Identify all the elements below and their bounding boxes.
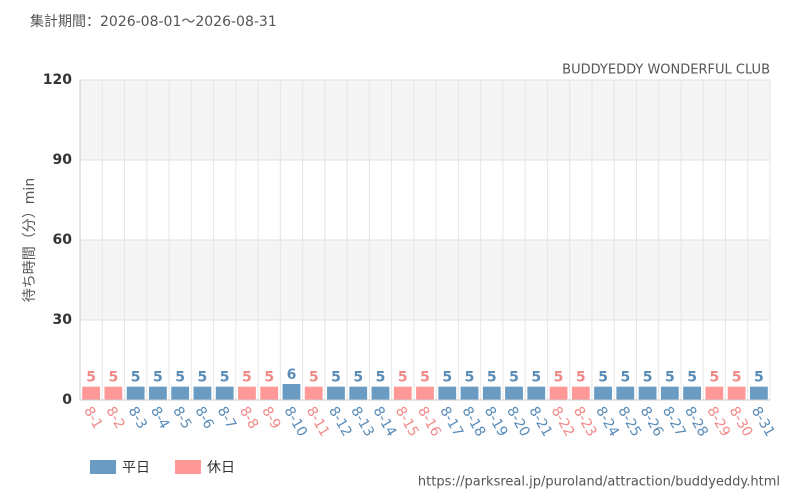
- bar: [327, 386, 345, 400]
- bar: [460, 386, 479, 400]
- data-label: 5: [754, 370, 764, 386]
- data-label: 5: [732, 370, 742, 386]
- plot-band: [80, 240, 770, 320]
- bar: [527, 386, 546, 400]
- data-label: 5: [709, 370, 719, 386]
- bar: [749, 386, 768, 400]
- source: https://parksreal.jp/puroland/attraction…: [418, 475, 780, 490]
- bar: [438, 386, 457, 400]
- data-label: 5: [598, 370, 608, 386]
- y-tick-label: 120: [43, 72, 72, 88]
- bar: [304, 386, 323, 400]
- data-label: 5: [331, 370, 341, 386]
- data-label: 5: [264, 370, 274, 386]
- bar: [505, 386, 523, 400]
- data-label: 5: [487, 370, 497, 386]
- data-label: 5: [531, 370, 541, 386]
- y-tick-label: 30: [53, 312, 73, 328]
- data-label: 5: [643, 370, 653, 386]
- x-tick-label: 8-2: [102, 404, 127, 432]
- legend-label: 休日: [207, 460, 235, 476]
- bar: [660, 386, 679, 400]
- bar: [282, 384, 301, 400]
- x-tick-label: 8-31: [748, 404, 778, 440]
- x-tick-label: 8-6: [191, 404, 216, 432]
- y-tick-label: 90: [53, 152, 73, 168]
- bar: [82, 386, 101, 400]
- data-label: 5: [376, 370, 386, 386]
- bar: [416, 386, 434, 400]
- x-tick-label: 8-4: [147, 404, 172, 432]
- bar: [349, 386, 368, 400]
- data-label: 5: [86, 370, 96, 386]
- bar: [705, 386, 724, 400]
- data-label: 5: [420, 370, 430, 386]
- bar: [393, 386, 412, 400]
- legend-swatch: [175, 460, 201, 474]
- data-label: 5: [509, 370, 519, 386]
- plot-band: [80, 80, 770, 160]
- data-label: 5: [620, 370, 630, 386]
- bar: [638, 386, 657, 400]
- data-label: 5: [554, 370, 564, 386]
- data-label: 5: [687, 370, 697, 386]
- bar: [727, 386, 746, 400]
- x-tick-label: 8-9: [258, 404, 283, 432]
- data-label: 5: [665, 370, 675, 386]
- chart-title: BUDDYEDDY WONDERFUL CLUB: [562, 63, 770, 78]
- data-label: 5: [131, 370, 141, 386]
- data-label: 5: [442, 370, 452, 386]
- chart-subtitle: 集計期間：2026-08-01～2026-08-31: [30, 13, 277, 30]
- data-label: 5: [175, 370, 185, 386]
- x-tick-label: 8-8: [236, 404, 261, 432]
- bar: [126, 386, 145, 400]
- data-label: 5: [353, 370, 363, 386]
- x-tick-label: 8-5: [169, 404, 194, 432]
- bar: [149, 386, 167, 400]
- x-tick-label: 8-1: [80, 404, 105, 432]
- y-axis-label: 待ち時間（分）min: [22, 178, 38, 302]
- bar: [371, 386, 390, 400]
- bar: [571, 386, 590, 400]
- bar: [482, 386, 501, 400]
- bar: [683, 386, 701, 400]
- data-label: 5: [198, 370, 208, 386]
- bar: [260, 386, 279, 400]
- x-tick-label: 8-7: [214, 404, 239, 432]
- data-label: 6: [287, 367, 297, 383]
- legend-swatch: [90, 460, 116, 474]
- bar: [215, 386, 234, 400]
- bar: [616, 386, 635, 400]
- bar: [238, 386, 256, 400]
- data-label: 5: [109, 370, 119, 386]
- y-tick-label: 0: [62, 392, 72, 408]
- bar: [171, 386, 190, 400]
- y-tick-label: 60: [53, 232, 73, 248]
- data-label: 5: [398, 370, 408, 386]
- bar: [193, 386, 212, 400]
- data-label: 5: [309, 370, 319, 386]
- legend-label: 平日: [122, 460, 150, 476]
- data-label: 5: [220, 370, 230, 386]
- data-label: 5: [465, 370, 475, 386]
- bar: [549, 386, 568, 400]
- bar: [104, 386, 123, 400]
- data-label: 5: [153, 370, 163, 386]
- data-label: 5: [576, 370, 586, 386]
- bar: [594, 386, 612, 400]
- data-label: 5: [242, 370, 252, 386]
- x-tick-label: 8-3: [125, 404, 150, 432]
